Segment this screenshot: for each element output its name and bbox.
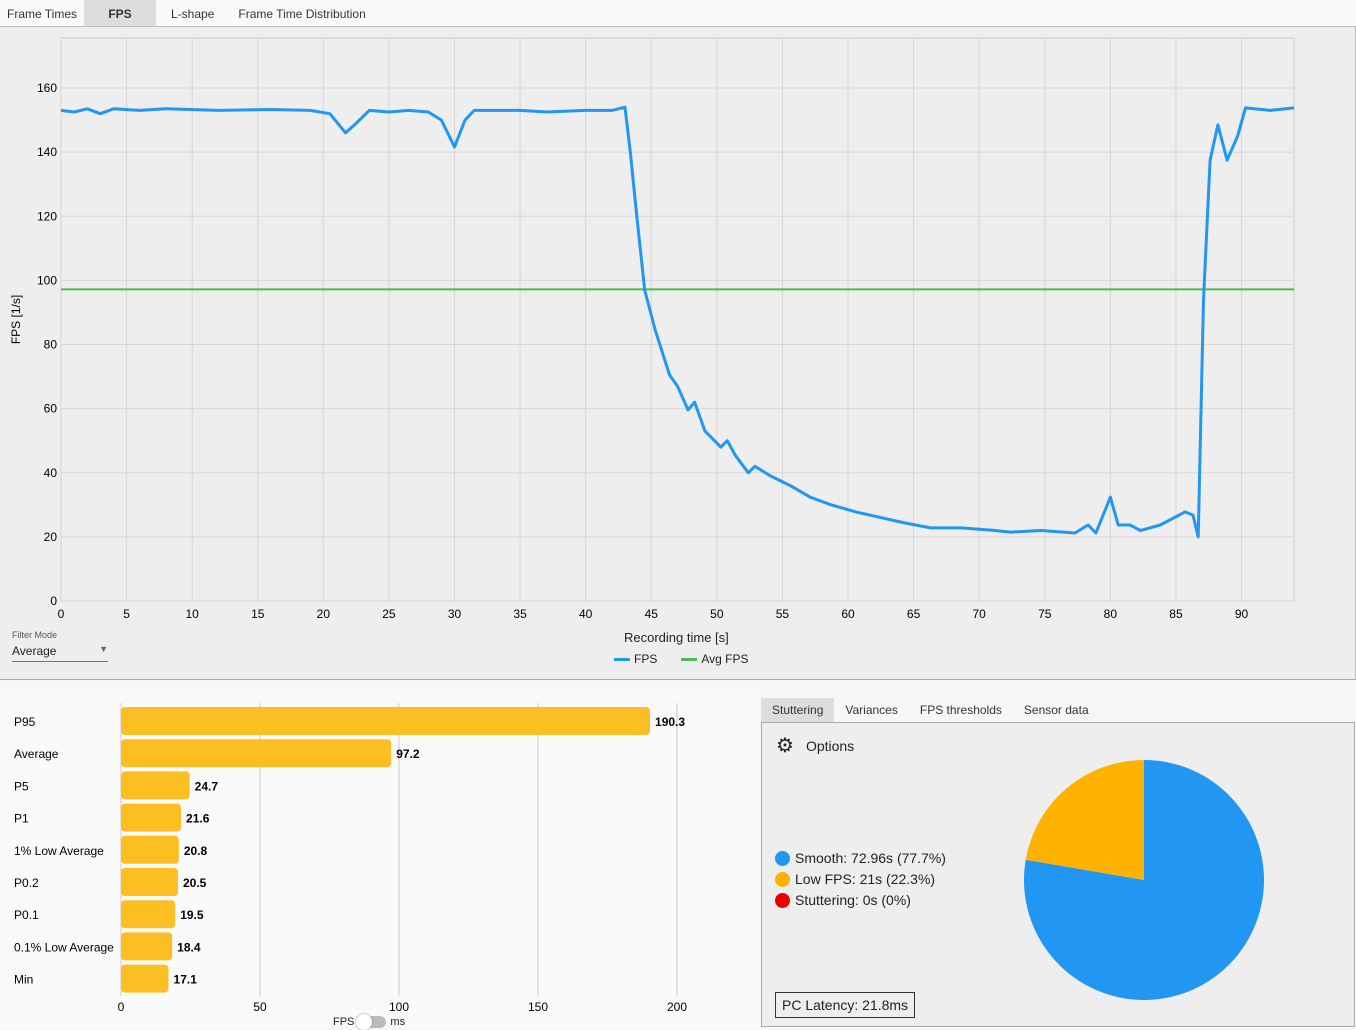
tab-l-shape[interactable]: L-shape xyxy=(171,7,215,21)
x-tick-label: 70 xyxy=(973,607,987,621)
tab-sensor-data[interactable]: Sensor data xyxy=(1023,703,1089,717)
fps-line-chart: 0 5 10 15 20 25 30 35 40 45 50 55 60 65 70 75 80 85 90 0 20 4… xyxy=(9,37,1295,621)
gear-icon: ⚙ xyxy=(776,735,794,757)
x-tick-label: 30 xyxy=(448,607,462,621)
filter-mode-value: Average xyxy=(12,644,57,658)
bar-value-label: 190.3 xyxy=(655,715,685,729)
bar-value-label: 97.2 xyxy=(396,747,420,761)
bar-category-label: P5 xyxy=(14,779,29,793)
x-tick-label: 150 xyxy=(528,1000,548,1014)
x-tick-label: 80 xyxy=(1104,607,1118,621)
bar-category-label: Average xyxy=(14,747,59,761)
bar xyxy=(121,771,190,800)
bar xyxy=(121,803,182,832)
pie-slice-low-fps xyxy=(1025,760,1144,880)
x-tick-label: 90 xyxy=(1235,607,1249,621)
y-tick-label: 0 xyxy=(50,594,57,608)
legend-low-fps: Low FPS: 21s (22.3%) xyxy=(775,871,935,887)
bar-category-label: P0.1 xyxy=(14,908,39,922)
bar-value-label: 20.8 xyxy=(184,844,208,858)
fps-line xyxy=(60,105,1295,539)
x-tick-label: 40 xyxy=(579,607,593,621)
y-tick-label: 120 xyxy=(37,209,57,223)
bar-value-label: 21.6 xyxy=(186,812,210,826)
bar xyxy=(121,739,392,768)
y-tick-label: 20 xyxy=(44,530,58,544)
legend-smooth: Smooth: 72.96s (77.7%) xyxy=(775,850,946,866)
analysis-tabs: Stuttering Variances FPS thresholds Sens… xyxy=(761,698,1100,722)
stuttering-pie-chart xyxy=(1024,760,1264,1000)
x-tick-label: 200 xyxy=(667,1000,687,1014)
bar-category-label: P0.2 xyxy=(14,876,39,890)
percentile-bar-chart: 0 50 100 150 200 P95 190.3 Average 97.2 P5 24.7 P1 2… xyxy=(14,703,687,1014)
x-tick-label: 55 xyxy=(776,607,790,621)
bar-value-label: 19.5 xyxy=(180,908,204,922)
tab-fps-thresholds[interactable]: FPS thresholds xyxy=(919,703,1002,717)
plot-area xyxy=(60,37,1295,602)
bar xyxy=(121,932,173,961)
x-tick-label: 100 xyxy=(389,1000,409,1014)
tab-frame-times[interactable]: Frame Times xyxy=(7,7,78,21)
x-tick-label: 50 xyxy=(253,1000,267,1014)
legend-fps: FPS xyxy=(614,652,657,666)
toggle-fps-label: FPS xyxy=(333,1016,355,1028)
y-tick-label: 160 xyxy=(37,81,57,95)
x-tick-label: 20 xyxy=(317,607,331,621)
x-tick-label: 0 xyxy=(118,1000,125,1014)
y-tick-label: 40 xyxy=(44,466,58,480)
bar xyxy=(121,868,178,896)
y-tick-label: 60 xyxy=(44,402,58,416)
x-tick-label: 15 xyxy=(251,607,265,621)
bar-category-label: P95 xyxy=(14,715,36,729)
x-tick-label: 10 xyxy=(185,607,199,621)
bar xyxy=(121,707,651,735)
toggle-switch[interactable] xyxy=(356,1014,387,1030)
pc-latency: PC Latency: 21.8ms xyxy=(775,992,916,1018)
tab-fps[interactable]: FPS xyxy=(84,0,157,26)
y-tick-label: 140 xyxy=(37,145,57,159)
bar xyxy=(121,835,179,864)
tab-variances[interactable]: Variances xyxy=(845,703,898,717)
x-tick-label: 50 xyxy=(710,607,724,621)
filter-mode[interactable]: Filter Mode Average ▼ xyxy=(12,630,108,662)
x-tick-label: 65 xyxy=(907,607,921,621)
tab-stuttering[interactable]: Stuttering xyxy=(761,698,835,722)
bar xyxy=(121,900,176,929)
legend-avg-fps: Avg FPS xyxy=(681,652,748,666)
y-tick-label: 100 xyxy=(37,273,57,287)
bar-category-label: 1% Low Average xyxy=(14,844,104,858)
legend-stuttering: Stuttering: 0s (0%) xyxy=(775,892,911,908)
options-button[interactable]: ⚙ Options xyxy=(776,733,854,758)
y-axis-label: FPS [1/s] xyxy=(9,295,23,344)
fps-chart-panel: 0 5 10 15 20 25 30 35 40 45 50 55 60 65 70 75 80 85 90 0 20 4… xyxy=(0,27,1356,680)
fps-ms-toggle[interactable]: FPS ms xyxy=(333,1014,406,1030)
y-tick-label: 80 xyxy=(44,338,58,352)
x-tick-label: 0 xyxy=(58,607,65,621)
bar-value-label: 24.7 xyxy=(195,779,219,793)
x-tick-label: 75 xyxy=(1038,607,1052,621)
chart-tabs: Frame Times FPS L-shape Frame Time Distr… xyxy=(0,0,1356,27)
x-tick-label: 5 xyxy=(123,607,130,621)
filter-mode-label: Filter Mode xyxy=(12,630,58,640)
x-tick-label: 45 xyxy=(645,607,659,621)
toggle-ms-label: ms xyxy=(390,1016,406,1028)
x-tick-label: 35 xyxy=(513,607,527,621)
bar-value-label: 17.1 xyxy=(174,973,198,987)
bar-category-label: P1 xyxy=(14,812,29,826)
chevron-down-icon: ▼ xyxy=(99,644,108,654)
bar-value-label: 18.4 xyxy=(177,940,201,954)
tab-frame-time-distribution[interactable]: Frame Time Distribution xyxy=(238,7,366,21)
bar-category-label: Min xyxy=(14,973,33,987)
stuttering-panel: ⚙ Options Smooth: 72.96s (77.7%) Low FPS… xyxy=(761,722,1355,1027)
percentile-bar-panel: 0 50 100 150 200 P95 190.3 Average 97.2 P5 24.7 P1 2… xyxy=(0,688,760,1027)
x-tick-label: 25 xyxy=(382,607,396,621)
bar-category-label: 0.1% Low Average xyxy=(14,940,114,954)
x-tick-label: 85 xyxy=(1169,607,1183,621)
options-label: Options xyxy=(805,737,855,754)
bar xyxy=(121,964,169,993)
x-tick-label: 60 xyxy=(841,607,855,621)
x-axis-label: Recording time [s] xyxy=(624,630,729,645)
bar-value-label: 20.5 xyxy=(183,876,207,890)
chart-legend: FPS Avg FPS xyxy=(614,652,748,666)
